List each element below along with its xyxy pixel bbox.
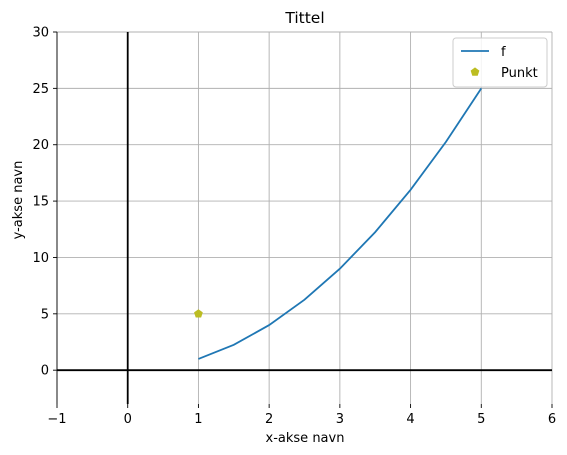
tick-labels: −1 0 1 2 3 4 5 6 0 5 10 15 20 25 30 [32, 26, 556, 428]
axes [53, 31, 553, 408]
plot-area [194, 87, 483, 360]
legend: f Punkt [452, 37, 548, 88]
y-axis-label: y-akse navn [11, 161, 26, 240]
x-tick-label: 1 [194, 412, 202, 427]
legend-label-f: f [501, 45, 506, 60]
y-tick-label: 30 [32, 26, 49, 41]
y-tick-label: 25 [32, 82, 49, 97]
legend-marker-punkt [470, 67, 480, 76]
x-tick-label: −1 [47, 412, 66, 427]
x-axis-label: x-akse navn [266, 431, 345, 446]
x-tick-label: 5 [477, 412, 485, 427]
y-tick-label: 20 [32, 138, 49, 153]
chart-title: Tittel [284, 9, 324, 27]
grid [56, 31, 553, 404]
x-tick-label: 0 [124, 412, 132, 427]
y-tick-label: 5 [41, 307, 49, 322]
x-tick-label: 2 [265, 412, 273, 427]
legend-label-punkt: Punkt [501, 66, 538, 81]
x-tick-label: 3 [336, 412, 344, 427]
x-tick-label: 4 [406, 412, 414, 427]
y-tick-label: 15 [32, 195, 49, 210]
x-tick-label: 6 [548, 412, 556, 427]
data-point-punkt [194, 309, 203, 318]
y-tick-label: 10 [32, 251, 49, 266]
y-tick-label: 0 [41, 364, 49, 379]
series-line-f [198, 87, 483, 360]
